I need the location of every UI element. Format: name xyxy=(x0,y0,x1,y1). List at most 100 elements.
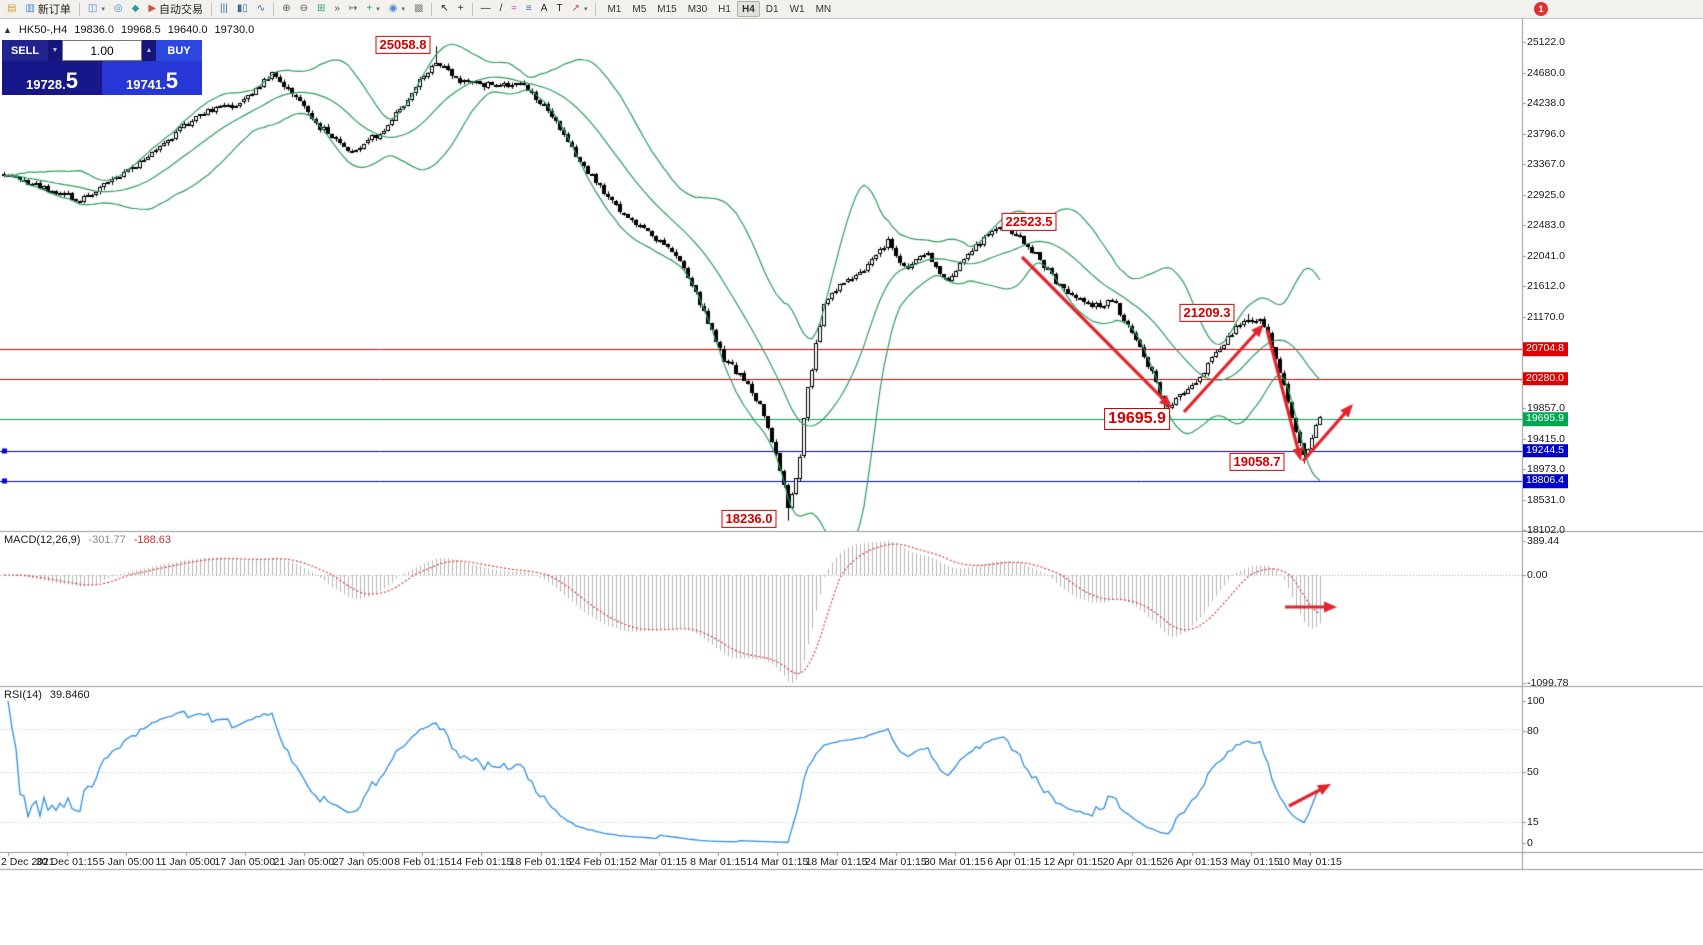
text-icon: A xyxy=(540,3,548,14)
quote-low: 19640.0 xyxy=(167,24,208,36)
refresh-button[interactable]: ◉ ▾ xyxy=(385,1,409,18)
templates-button[interactable]: ▩ xyxy=(410,1,427,18)
sell-price-pips: 5 xyxy=(65,68,78,94)
buy-price[interactable]: 19741. 5 xyxy=(102,61,202,95)
macd-scale-tick: 389.44 xyxy=(1527,535,1560,547)
bar-chart-button[interactable]: ||| xyxy=(216,1,232,18)
text-button[interactable]: A xyxy=(537,1,552,18)
tile-windows-button[interactable]: ⊞ xyxy=(313,1,329,18)
buy-price-main: 19741. xyxy=(125,77,166,92)
price-scale-tick: 22925.0 xyxy=(1527,189,1565,201)
price-scale-tick: 19857.0 xyxy=(1527,402,1565,414)
new-chart-button[interactable]: ▤ xyxy=(3,1,20,18)
sell-price-main: 19728. xyxy=(25,77,66,92)
volume-input[interactable] xyxy=(62,40,142,61)
timeframe-d1[interactable]: D1 xyxy=(765,3,779,15)
market-watch-icon: ◎ xyxy=(113,3,123,14)
timeframe-m1[interactable]: M1 xyxy=(607,3,622,15)
sell-options-caret-icon[interactable]: ▼ xyxy=(48,40,62,61)
price-annotation: 19695.9 xyxy=(1104,408,1170,430)
price-line-label: 19244.5 xyxy=(1523,443,1568,458)
price-scale-tick: 22483.0 xyxy=(1527,219,1565,231)
chart-shift-button[interactable]: ↦ xyxy=(345,1,361,18)
quote-line: ▲ HK50-,H4 19836.0 19968.5 19640.0 19730… xyxy=(3,24,254,36)
rsi-value: 39.8460 xyxy=(49,689,90,701)
symbol-period-label: HK50-,H4 xyxy=(18,24,68,36)
trendline-button[interactable]: / xyxy=(496,1,507,18)
chart-profiles-button[interactable]: ◫ ▾ xyxy=(84,1,109,18)
quote-high: 19968.5 xyxy=(120,24,161,36)
arrows-tool-button[interactable]: ↗ ▾ xyxy=(568,1,592,18)
price-line-label: 19695.9 xyxy=(1523,412,1568,426)
buy-button[interactable]: BUY xyxy=(156,40,202,61)
price-annotation: 18236.0 xyxy=(721,509,777,529)
indicators-button[interactable]: + ▾ xyxy=(362,1,383,18)
strategy-tester-button[interactable]: ◆ xyxy=(128,1,144,18)
autotrading-button-label: 自动交易 xyxy=(159,4,204,16)
tile-windows-icon: ⊞ xyxy=(317,3,326,14)
time-axis-label: 3 May 01:15 xyxy=(1221,856,1280,868)
dropdown-caret-icon: ▾ xyxy=(401,6,405,13)
autotrading-button[interactable]: ▶ 自动交易 xyxy=(144,1,207,18)
new-order-button-label: 新订单 xyxy=(37,4,71,16)
rsi-scale-tick: 50 xyxy=(1527,766,1539,778)
macd-label-row: MACD(12,26,9) -301.77 -188.63 xyxy=(4,534,171,546)
sell-price[interactable]: 19728. 5 xyxy=(2,61,102,95)
arrow-object-icon: ↗ xyxy=(571,3,580,14)
auto-scroll-button[interactable]: » xyxy=(330,1,344,18)
channels-button[interactable]: ≡ xyxy=(522,1,536,18)
zoom-out-button[interactable]: ⊖ xyxy=(296,1,312,18)
price-annotation: 19058.7 xyxy=(1229,452,1285,472)
timeframe-m5[interactable]: M5 xyxy=(632,3,647,15)
rsi-scale-tick: 80 xyxy=(1527,725,1539,737)
price-scale-tick: 18102.0 xyxy=(1527,524,1565,536)
price-line-label: 18806.4 xyxy=(1523,474,1568,488)
channels-icon: ≡ xyxy=(525,3,532,14)
timeframe-h1[interactable]: H1 xyxy=(718,3,731,15)
price-scale-tick: 24238.0 xyxy=(1527,97,1565,109)
one-click-toggle-icon[interactable]: ▲ xyxy=(3,25,12,35)
trendline-icon: / xyxy=(499,3,503,14)
price-scale-tick: 18973.0 xyxy=(1527,463,1565,475)
line-chart-button[interactable]: ∿ xyxy=(253,1,269,18)
volume-spinner-icon[interactable]: ▲ xyxy=(142,40,156,61)
strategy-tester-icon: ◆ xyxy=(131,3,140,14)
timeframe-m15[interactable]: M15 xyxy=(657,3,677,15)
timeframe-mn[interactable]: MN xyxy=(815,3,832,15)
price-annotation: 25058.8 xyxy=(375,35,431,55)
timeframe-w1[interactable]: W1 xyxy=(789,3,805,15)
price-line-label: 20280.0 xyxy=(1523,371,1568,386)
crosshair-button[interactable]: + xyxy=(454,1,468,18)
time-axis-label: 20 Apr 01:15 xyxy=(1102,856,1163,868)
chart-profiles-icon: ◫ xyxy=(87,3,98,14)
cursor-arrow-icon: ↖ xyxy=(440,3,449,14)
toolbar-items: ▤ ▥ 新订单 ◫ ▾ ◎ ◆ ▶ 自动交易 ||| ▮▯ ∿ ⊕ ⊖ ⊞» ↦ + ▾ ◉ ▾ ▩ ↖ + — / ≈ ≡ A T ↗ ▾… xyxy=(3,0,836,18)
quote-close: 19730.0 xyxy=(214,24,255,36)
time-axis-label: 10 May 01:15 xyxy=(1278,856,1342,868)
text-label-icon: T xyxy=(556,3,563,14)
candle-chart-button[interactable]: ▮▯ xyxy=(233,1,252,18)
market-watch-button[interactable]: ◎ xyxy=(110,1,127,18)
zoom-in-button[interactable]: ⊕ xyxy=(278,1,294,18)
waves-button[interactable]: ≈ xyxy=(507,1,521,18)
macd-scale-tick: 0.00 xyxy=(1527,569,1548,581)
new-order-button[interactable]: ▥ 新订单 xyxy=(21,1,74,18)
line-chart-icon: ∿ xyxy=(256,3,266,14)
price-scale-tick: 25122.0 xyxy=(1527,36,1565,48)
text-label-button[interactable]: T xyxy=(552,1,566,18)
macd-value-signal: -188.63 xyxy=(133,534,172,546)
price-scale-tick: 21612.0 xyxy=(1527,280,1565,292)
timeframe-m30[interactable]: M30 xyxy=(687,3,708,15)
bar-chart-icon: ||| xyxy=(220,3,228,14)
cursor-button[interactable]: ↖ xyxy=(436,1,452,18)
sell-button[interactable]: SELL xyxy=(2,40,48,61)
zoom-out-icon: ⊖ xyxy=(299,3,308,14)
rsi-label: RSI(14) xyxy=(4,689,42,701)
price-scale-tick: 24680.0 xyxy=(1527,67,1565,79)
horizontal-line-button[interactable]: — xyxy=(477,1,495,18)
timeframe-h4[interactable]: H4 xyxy=(736,1,760,17)
price-scale-tick: 21170.0 xyxy=(1527,311,1565,323)
notification-badge[interactable]: 1 xyxy=(1534,2,1548,16)
